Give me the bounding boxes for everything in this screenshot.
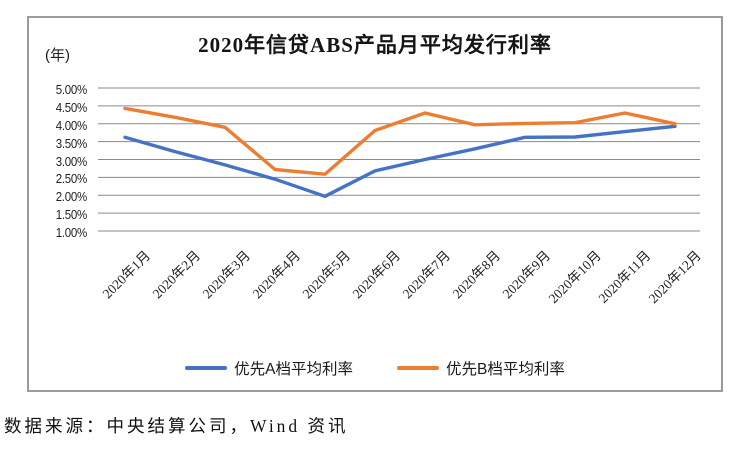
- x-axis-tick-label: 2020年11月: [595, 247, 654, 306]
- x-axis-tick-label: 2020年5月: [299, 247, 354, 302]
- source-caption: 数据来源：中央结算公司，Wind 资讯: [4, 416, 349, 436]
- legend-line-swatch-icon: [397, 366, 439, 370]
- legend-item: 优先A档平均利率: [185, 357, 353, 379]
- x-axis-tick-label: 2020年1月: [99, 247, 154, 302]
- legend-line-swatch-icon: [185, 366, 228, 370]
- x-axis-tick-label: 2020年4月: [249, 247, 304, 302]
- x-axis-tick-label: 2020年10月: [545, 247, 604, 307]
- y-axis-tick-label: 4.00%: [55, 118, 88, 133]
- y-axis-tick-label: 4.50%: [55, 100, 88, 115]
- y-axis-tick-label: 1.00%: [55, 226, 88, 240]
- legend-item: 优先B档平均利率: [397, 357, 565, 379]
- y-axis-tick-label: 3.00%: [55, 154, 88, 169]
- x-axis-tick-label: 2020年12月: [645, 247, 704, 307]
- y-axis-tick-label: 5.00%: [55, 83, 88, 97]
- axis-unit-label: (年): [45, 47, 70, 64]
- legend: 优先A档平均利率 优先B档平均利率: [29, 357, 721, 379]
- x-axis-tick-label: 2020年3月: [199, 247, 254, 302]
- y-axis-tick-label: 2.50%: [55, 172, 88, 187]
- y-axis-tick-label: 1.50%: [55, 208, 88, 223]
- legend-label: 优先A档平均利率: [234, 361, 353, 378]
- x-axis-tick-label: 2020年6月: [349, 247, 404, 302]
- x-axis-tick-label: 2020年8月: [449, 247, 504, 302]
- y-axis-tick-label: 3.50%: [55, 136, 88, 151]
- legend-label: 优先B档平均利率: [446, 361, 565, 378]
- x-axis-tick-label: 2020年2月: [149, 247, 204, 302]
- chart-frame: 2020年信贷ABS产品月平均发行利率 (年) 5.00% 4.50% 4.00% 3…: [27, 16, 723, 392]
- chart-title: 2020年信贷ABS产品月平均发行利率: [198, 33, 552, 57]
- y-axis-tick-label: 2.00%: [55, 190, 88, 205]
- x-axis-tick-label: 2020年7月: [399, 247, 454, 302]
